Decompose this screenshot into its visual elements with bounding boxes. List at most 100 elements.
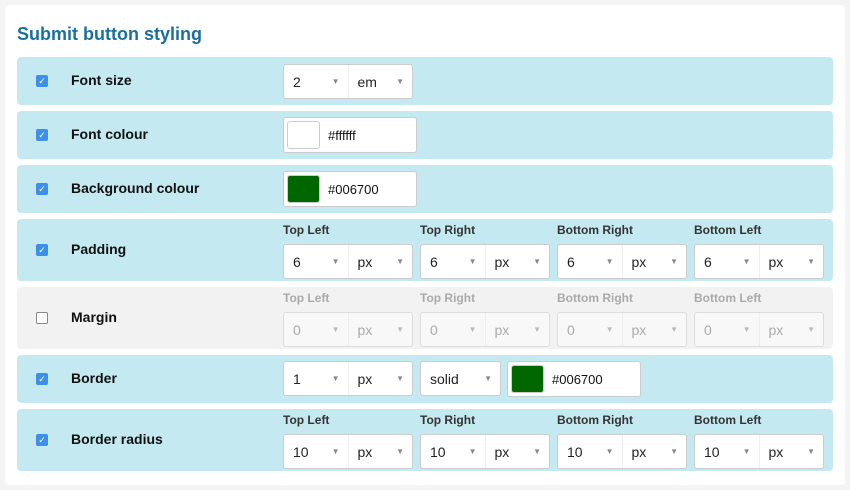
chevron-down-icon: ▼ [396,374,404,383]
color-swatch[interactable] [511,365,544,393]
corner-select[interactable]: 10 ▼ px ▼ [420,434,550,469]
chevron-down-icon: ▼ [605,325,614,334]
corner-group: Bottom Left 6 ▼ px ▼ [694,224,824,279]
chevron-down-icon: ▼ [807,325,815,334]
value-select[interactable]: 6 ▼ [293,253,340,270]
unit-select[interactable]: em ▼ [347,65,413,98]
corner-select[interactable]: 6 ▼ px ▼ [694,244,824,279]
row-label: Margin [71,309,117,325]
unit-select[interactable]: px ▼ [621,245,687,278]
color-picker[interactable]: #006700 [283,171,417,207]
unit-select[interactable]: px ▼ [347,313,413,346]
border-width-group: 1 ▼ px ▼ [283,361,413,396]
corner-group: Bottom Left 10 ▼ px ▼ [694,414,824,469]
unit-select[interactable]: px ▼ [484,313,550,346]
value-select[interactable]: 0 ▼ [704,321,751,338]
chevron-down-icon: ▼ [742,325,751,334]
chevron-down-icon: ▼ [331,447,340,456]
unit-select[interactable]: px ▼ [484,245,550,278]
chevron-down-icon: ▼ [468,447,477,456]
chevron-down-icon: ▼ [807,447,815,456]
color-swatch[interactable] [287,121,320,149]
corner-select[interactable]: 0 ▼ px ▼ [557,312,687,347]
corner-group: Top Left 6 ▼ px ▼ [283,224,413,279]
unit-select[interactable]: px ▼ [758,245,824,278]
unit-select[interactable]: px ▼ [621,313,687,346]
font-size-select[interactable]: 2 ▼ em ▼ [283,64,413,99]
corner-group: Top Left 10 ▼ px ▼ [283,414,413,469]
row-border: ✓ Border 1 ▼ px ▼ solid ▼ #006700 [17,355,833,403]
value-select[interactable]: 10 ▼ [704,443,751,460]
chevron-down-icon: ▼ [742,447,751,456]
enable-checkbox[interactable]: ✓ [36,75,48,87]
value-select[interactable]: 0 ▼ [293,321,340,338]
value-select[interactable]: 6 ▼ [567,253,614,270]
corner-group: Top Right 0 ▼ px ▼ [420,292,550,347]
corner-group: Bottom Right 0 ▼ px ▼ [557,292,687,347]
chevron-down-icon: ▼ [484,374,492,383]
value-select[interactable]: 0 ▼ [430,321,477,338]
chevron-down-icon: ▼ [331,374,340,383]
row-label: Border [71,370,117,386]
row-background-colour: ✓ Background colour #006700 [17,165,833,213]
chevron-down-icon: ▼ [605,257,614,266]
unit-select[interactable]: px ▼ [347,245,413,278]
value-select[interactable]: 0 ▼ [567,321,614,338]
chevron-down-icon: ▼ [807,257,815,266]
chevron-down-icon: ▼ [670,325,678,334]
border-width-select[interactable]: 1 ▼ px ▼ [283,361,413,396]
corner-select[interactable]: 0 ▼ px ▼ [283,312,413,347]
enable-checkbox[interactable]: ✓ [36,244,48,256]
enable-checkbox[interactable]: ✓ [36,434,48,446]
corner-group: Top Right 6 ▼ px ▼ [420,224,550,279]
value-select[interactable]: 6 ▼ [430,253,477,270]
unit-select[interactable]: px ▼ [621,435,687,468]
unit-select[interactable]: px ▼ [758,435,824,468]
chevron-down-icon: ▼ [396,257,404,266]
corner-select[interactable]: 6 ▼ px ▼ [283,244,413,279]
chevron-down-icon: ▼ [605,447,614,456]
value-select[interactable]: 1 ▼ [293,370,340,387]
value-select[interactable]: 10 ▼ [567,443,614,460]
value-select[interactable]: 6 ▼ [704,253,751,270]
value-select[interactable]: 2 ▼ [293,73,340,90]
corner-select[interactable]: 6 ▼ px ▼ [557,244,687,279]
corner-group: Bottom Left 0 ▼ px ▼ [694,292,824,347]
value-select[interactable]: 10 ▼ [430,443,477,460]
corner-group: Top Left 0 ▼ px ▼ [283,292,413,347]
row-label: Background colour [71,180,200,196]
row-label: Padding [71,241,127,257]
corner-select[interactable]: 10 ▼ px ▼ [283,434,413,469]
corner-select[interactable]: 0 ▼ px ▼ [420,312,550,347]
row-margin: Margin Top Left 0 ▼ px ▼ Top Right 0 ▼ px ▼ Bot… [17,287,833,349]
corner-select[interactable]: 0 ▼ px ▼ [694,312,824,347]
unit-select[interactable]: px ▼ [347,435,413,468]
color-picker[interactable]: #006700 [507,361,641,397]
chevron-down-icon: ▼ [670,257,678,266]
corner-select[interactable]: 6 ▼ px ▼ [420,244,550,279]
border-style-select[interactable]: solid ▼ [420,361,501,396]
row-font-colour: ✓ Font colour #ffffff [17,111,833,159]
unit-select[interactable]: px ▼ [347,362,413,395]
enable-checkbox[interactable]: ✓ [36,183,48,195]
section-title: Submit button styling [17,24,202,44]
chevron-down-icon: ▼ [533,257,541,266]
color-swatch[interactable] [287,175,320,203]
unit-select[interactable]: px ▼ [758,313,824,346]
enable-checkbox[interactable] [36,312,48,324]
corner-select[interactable]: 10 ▼ px ▼ [694,434,824,469]
corner-group: Bottom Right 10 ▼ px ▼ [557,414,687,469]
row-label: Font colour [71,126,148,142]
corner-select[interactable]: 10 ▼ px ▼ [557,434,687,469]
value-select[interactable]: solid ▼ [430,370,492,387]
row-label: Border radius [71,431,163,447]
chevron-down-icon: ▼ [533,325,541,334]
enable-checkbox[interactable]: ✓ [36,129,48,141]
enable-checkbox[interactable]: ✓ [36,373,48,385]
chevron-down-icon: ▼ [331,325,340,334]
unit-select[interactable]: px ▼ [484,435,550,468]
chevron-down-icon: ▼ [742,257,751,266]
chevron-down-icon: ▼ [396,77,404,86]
value-select[interactable]: 10 ▼ [293,443,340,460]
color-picker[interactable]: #ffffff [283,117,417,153]
